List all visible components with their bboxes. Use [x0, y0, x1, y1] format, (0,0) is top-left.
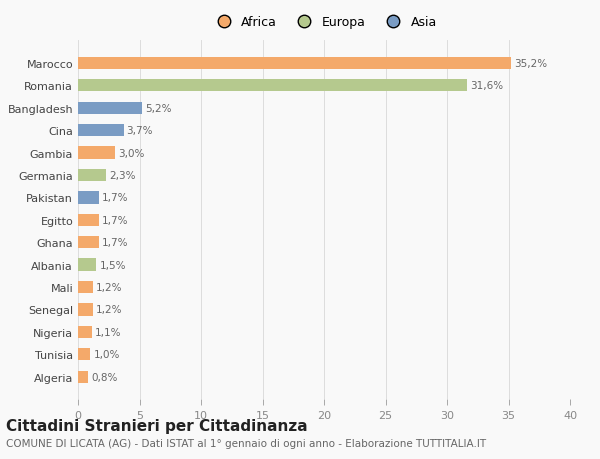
Bar: [78, 259, 97, 271]
Bar: [78, 125, 124, 137]
Bar: [78, 192, 99, 204]
Bar: [78, 326, 92, 338]
Text: 1,0%: 1,0%: [94, 350, 120, 359]
Bar: [78, 57, 511, 70]
Text: 3,7%: 3,7%: [127, 126, 153, 136]
Text: 1,7%: 1,7%: [102, 215, 128, 225]
Text: 31,6%: 31,6%: [470, 81, 503, 91]
Text: Cittadini Stranieri per Cittadinanza: Cittadini Stranieri per Cittadinanza: [6, 418, 308, 433]
Bar: [78, 304, 93, 316]
Text: 0,8%: 0,8%: [91, 372, 117, 382]
Legend: Africa, Europa, Asia: Africa, Europa, Asia: [209, 13, 439, 32]
Text: 1,7%: 1,7%: [102, 193, 128, 203]
Bar: [78, 80, 467, 92]
Bar: [78, 371, 88, 383]
Text: 5,2%: 5,2%: [145, 103, 172, 113]
Bar: [78, 169, 106, 182]
Text: 1,5%: 1,5%: [100, 260, 126, 270]
Text: 2,3%: 2,3%: [109, 171, 136, 180]
Text: COMUNE DI LICATA (AG) - Dati ISTAT al 1° gennaio di ogni anno - Elaborazione TUT: COMUNE DI LICATA (AG) - Dati ISTAT al 1°…: [6, 438, 486, 448]
Bar: [78, 236, 99, 249]
Bar: [78, 147, 115, 159]
Bar: [78, 214, 99, 226]
Bar: [78, 348, 90, 361]
Text: 1,1%: 1,1%: [95, 327, 121, 337]
Text: 3,0%: 3,0%: [118, 148, 145, 158]
Text: 1,2%: 1,2%: [96, 282, 122, 292]
Bar: [78, 102, 142, 115]
Text: 1,7%: 1,7%: [102, 238, 128, 248]
Text: 1,2%: 1,2%: [96, 305, 122, 315]
Bar: [78, 281, 93, 294]
Text: 35,2%: 35,2%: [514, 59, 547, 69]
